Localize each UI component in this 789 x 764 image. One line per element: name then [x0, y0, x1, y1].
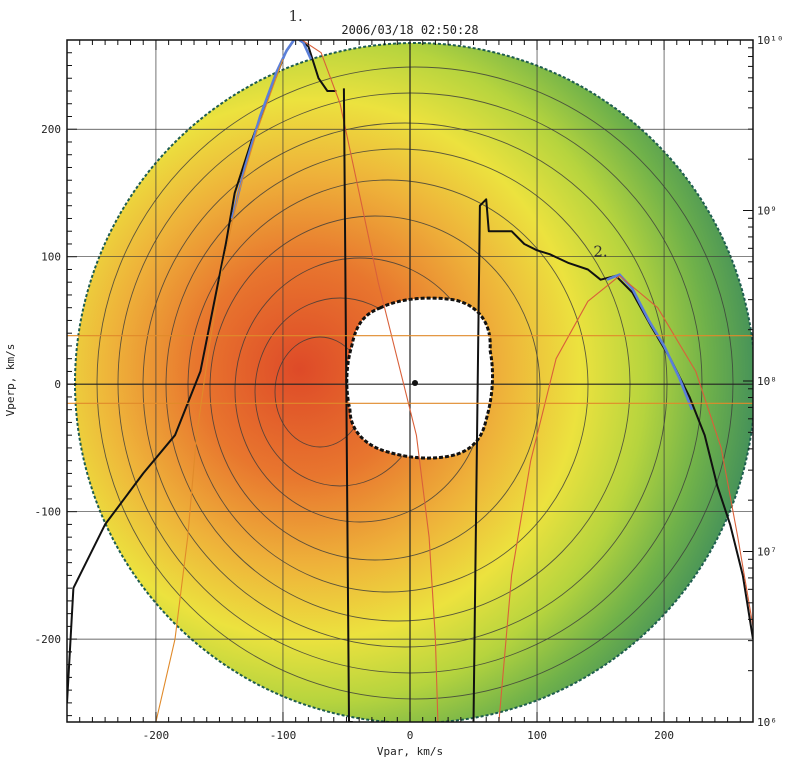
- series-line: [498, 275, 753, 722]
- x-tick-label: 200: [654, 729, 674, 742]
- contour-ring: [209, 215, 541, 561]
- y-tick-label: 200: [41, 123, 61, 136]
- curve-annotation: 2.: [593, 243, 607, 261]
- series-line: [67, 40, 337, 703]
- colorbar-labels: 10¹⁰ 10⁹ 10⁸ 10⁷ 10⁶: [757, 34, 784, 729]
- curve-annotation: 1.: [289, 7, 303, 25]
- colorbar-tick-label: 10⁶: [757, 716, 777, 729]
- annotations: 1. 2.: [289, 7, 608, 261]
- x-tick-label: -100: [270, 729, 297, 742]
- x-tick-label: 100: [527, 729, 547, 742]
- series-line: [606, 273, 694, 411]
- y-axis-label: Vperp, km/s: [4, 344, 17, 417]
- series-line: [342, 88, 353, 722]
- contour-ring: [165, 148, 631, 622]
- grid-lines: [67, 40, 753, 722]
- y-tick-label: -200: [35, 633, 62, 646]
- y-tick-label: 0: [54, 378, 61, 391]
- x-tick-label: -200: [143, 729, 170, 742]
- x-axis-label: Vpar, km/s: [377, 745, 443, 758]
- series-line: [155, 58, 284, 722]
- tick-labels: -200 -100 0 100 200 -200 -100 0 100 200: [35, 123, 675, 742]
- series-line: [472, 198, 753, 722]
- colorbar-tick-label: 10⁹: [757, 205, 777, 218]
- central-void: [345, 296, 495, 460]
- origin-point: [412, 380, 418, 386]
- ticks: [67, 39, 754, 723]
- series-line: [301, 40, 439, 722]
- chart-title: 2006/03/18 02:50:28: [341, 23, 478, 37]
- series-layer: [67, 40, 753, 722]
- y-tick-label: 100: [41, 251, 61, 264]
- colorbar-tick-label: 10⁷: [757, 546, 777, 559]
- contour-ring: [142, 122, 668, 648]
- contour-ring: [96, 66, 734, 700]
- series-line: [230, 40, 313, 219]
- colorbar-tick-label: 10¹⁰: [757, 34, 784, 47]
- contour-ring: [187, 179, 589, 593]
- colorbar-tick-label: 10⁸: [757, 375, 777, 388]
- y-tick-label: -100: [35, 506, 62, 519]
- x-tick-label: 0: [407, 729, 414, 742]
